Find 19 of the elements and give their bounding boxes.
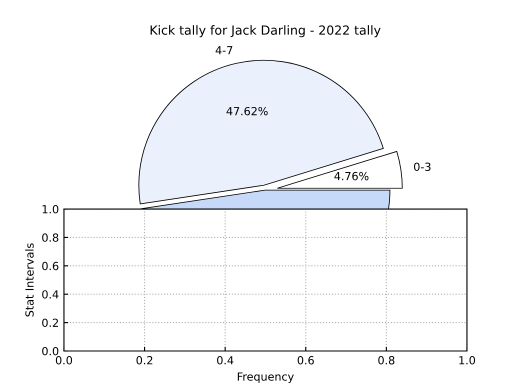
y-tick-label: 1.0 [42,205,58,214]
x-tick-label: 0.4 [217,356,234,364]
y-tick-label: 0.8 [42,233,58,242]
x-tick-label: 0.2 [136,356,152,364]
y-tick-label: 0.6 [42,262,58,270]
y-tick-label: 0.0 [42,346,58,356]
data-label: 4.76% [334,172,368,180]
y-axis-title: Stat Intervals [25,243,34,317]
slice-label: 4-7 [216,46,232,54]
chart-title: Kick tally for Jack Darling - 2022 tally [150,25,381,38]
y-tick-label: 0.4 [42,290,58,299]
y-tick-label: 0.2 [42,318,58,327]
x-tick-label: 0.0 [56,356,72,364]
data-label: 47.62% [226,106,268,116]
x-axis-title: Frequency [238,372,294,383]
x-tick-label: 0.8 [378,356,394,364]
x-tick-label: 1.0 [459,356,476,364]
x-tick-label: 0.6 [298,356,314,364]
slice-label: 0-3 [414,162,431,171]
